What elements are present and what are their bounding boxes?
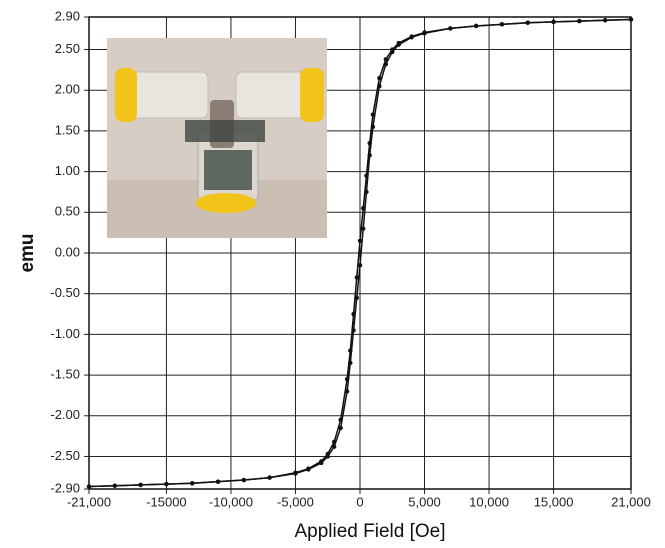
y-tick-label: 2.50 xyxy=(55,41,80,56)
y-tick-label: -1.50 xyxy=(50,367,80,382)
y-tick-label: 2.00 xyxy=(55,82,80,97)
y-tick-label: -2.50 xyxy=(50,448,80,463)
photo-cap xyxy=(115,68,137,122)
data-point xyxy=(354,275,359,280)
data-point xyxy=(293,471,298,476)
data-point xyxy=(409,35,414,40)
data-point xyxy=(215,479,221,484)
data-point xyxy=(383,61,389,67)
x-tick-label: -10,000 xyxy=(209,494,253,509)
data-point xyxy=(370,124,376,130)
data-point xyxy=(499,22,505,27)
data-point xyxy=(551,19,556,25)
y-tick-label: 1.00 xyxy=(55,163,80,178)
data-point xyxy=(112,483,118,488)
data-point xyxy=(164,481,169,487)
data-point xyxy=(267,475,272,480)
data-point xyxy=(357,238,363,243)
y-tick-label: 0.00 xyxy=(55,244,80,259)
data-point xyxy=(348,360,353,366)
data-point xyxy=(628,17,634,22)
x-tick-label: -21,000 xyxy=(67,494,111,509)
data-point xyxy=(331,444,337,449)
x-tick-label: 0 xyxy=(356,494,363,509)
y-tick-label: 0.50 xyxy=(55,204,80,219)
x-tick-label: 21,000 xyxy=(611,494,651,509)
photo-cap xyxy=(196,193,256,213)
x-tick-label: 10,000 xyxy=(469,494,509,509)
data-point xyxy=(448,26,453,31)
y-tick-label: -2.90 xyxy=(50,480,80,495)
y-tick-label: 2.90 xyxy=(55,8,80,23)
plot-frame xyxy=(88,16,632,490)
data-point xyxy=(473,23,479,29)
data-point xyxy=(577,18,582,24)
x-tick-label: 5,000 xyxy=(408,494,441,509)
data-point xyxy=(361,226,366,231)
data-point xyxy=(377,83,382,89)
data-point xyxy=(422,31,427,36)
x-tick-label: -15000 xyxy=(146,494,186,509)
y-tick-label: -2.00 xyxy=(50,407,80,422)
y-tick-label: 1.50 xyxy=(55,122,80,137)
x-tick-label: -5,000 xyxy=(277,494,314,509)
data-point xyxy=(138,482,143,488)
y-tick-label: -0.50 xyxy=(50,285,80,300)
inset-photo xyxy=(107,38,327,238)
data-point xyxy=(364,189,369,195)
data-point xyxy=(525,20,530,25)
data-point xyxy=(354,295,359,300)
y-tick-label: -1.00 xyxy=(50,326,80,341)
x-tick-label: 15,000 xyxy=(534,494,574,509)
photo-holder xyxy=(185,120,265,142)
data-point xyxy=(377,75,382,81)
data-point xyxy=(367,153,372,158)
data-point xyxy=(338,425,343,431)
photo-cap xyxy=(300,68,324,122)
photo-powder xyxy=(204,150,252,190)
data-point xyxy=(357,263,363,268)
photo-vial xyxy=(127,71,209,119)
data-point xyxy=(396,42,401,47)
x-axis-title: Applied Field [Oe] xyxy=(294,521,445,542)
plot-marks xyxy=(86,17,634,489)
data-point xyxy=(241,477,247,483)
y-axis-title: emu xyxy=(17,233,38,272)
data-point xyxy=(344,389,350,394)
data-point xyxy=(190,481,195,486)
data-point xyxy=(383,57,389,62)
data-point xyxy=(306,467,311,472)
data-point xyxy=(390,49,395,55)
data-point xyxy=(86,484,92,489)
data-point xyxy=(351,328,356,333)
data-point xyxy=(319,460,324,466)
data-point xyxy=(325,454,330,459)
data-point xyxy=(602,18,608,23)
